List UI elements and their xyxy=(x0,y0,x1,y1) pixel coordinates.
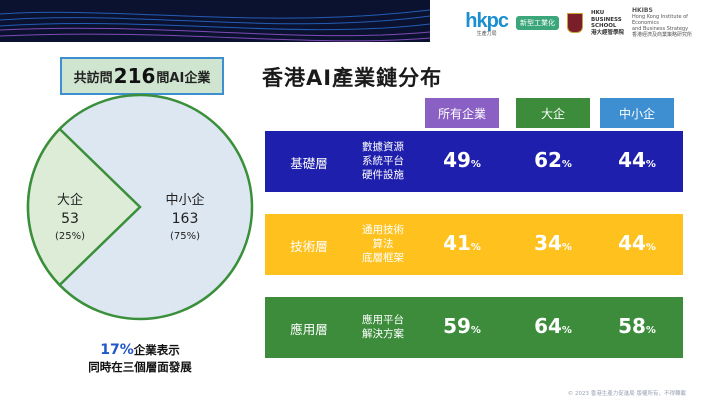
pie-large-value: 53 xyxy=(61,211,79,227)
note-line2: 同時在三個層面發展 xyxy=(88,360,192,374)
row-layer-label: 技術層 xyxy=(290,239,328,254)
pie-large-percent: (25%) xyxy=(54,231,86,242)
value-cell: 44% xyxy=(600,148,674,172)
copyright-footer: © 2023 香港生產力促進局 版權所有，不得轉載 xyxy=(567,391,686,397)
hkpc-logo-text: hkpc xyxy=(465,9,509,32)
pie-label-large: 大企 53 (25%) xyxy=(40,192,100,246)
value-number: 44 xyxy=(618,148,646,172)
banner-lines-graphic xyxy=(0,9,430,42)
header-banner xyxy=(0,0,430,42)
row-description: 應用平台 解決方案 xyxy=(362,314,404,340)
value-cell: 64% xyxy=(516,314,590,338)
value-number: 64 xyxy=(534,314,562,338)
row-layer-label: 基礎層 xyxy=(290,156,328,171)
column-header-large: 大企 xyxy=(516,98,590,128)
pie-label-sme: 中小企 163 (75%) xyxy=(150,192,220,246)
table-row-infrastructure: 基礎層 數據資源 系統平台 硬件設施 49% 62% 44% xyxy=(265,131,683,192)
value-unit: % xyxy=(561,159,572,170)
value-unit: % xyxy=(470,159,481,170)
table-row-application: 應用層 應用平台 解決方案 59% 64% 58% xyxy=(265,297,683,358)
row-description: 通用技術 算法 底層框架 xyxy=(362,224,404,264)
industrialisation-tag: 新型工業化 xyxy=(515,16,559,30)
value-cell: 34% xyxy=(516,231,590,255)
value-unit: % xyxy=(645,325,656,336)
pie-large-name: 大企 xyxy=(56,193,83,208)
value-cell: 58% xyxy=(600,314,674,338)
pie-slice-large xyxy=(26,127,142,287)
hku-business-school-logo: HKU BUSINESS SCHOOL 港大經管學院 xyxy=(590,10,624,36)
total-prefix: 共訪問 xyxy=(73,70,113,86)
row-layer-label: 應用層 xyxy=(290,322,328,337)
row-description: 數據資源 系統平台 硬件設施 xyxy=(362,141,404,181)
chart-title: 香港AI產業鏈分布 xyxy=(262,66,443,90)
value-cell: 49% xyxy=(425,148,499,172)
value-cell: 59% xyxy=(425,314,499,338)
table-row-technology: 技術層 通用技術 算法 底層框架 41% 34% 44% xyxy=(265,214,683,275)
hkibs-logo: HKIBS Hong Kong Institute of Economics a… xyxy=(632,7,693,39)
total-surveyed-box: 共訪問 216 間AI企業 xyxy=(60,57,224,95)
note-highlight: 17% xyxy=(100,342,134,358)
hku-crest-icon xyxy=(566,13,583,33)
hkpc-logo-subtext: 生產力局 xyxy=(476,30,497,37)
value-unit: % xyxy=(470,325,481,336)
value-cell: 41% xyxy=(425,231,499,255)
value-number: 34 xyxy=(534,231,562,255)
total-suffix: 間AI企業 xyxy=(156,70,211,86)
value-number: 59 xyxy=(443,314,471,338)
pie-sme-value: 163 xyxy=(171,211,199,227)
value-unit: % xyxy=(645,159,656,170)
note-line1: 企業表示 xyxy=(133,343,180,357)
pie-sme-percent: (75%) xyxy=(169,231,201,242)
logo-bar: hkpc 生產力局 新型工業化 HKU BUSINESS SCHOOL 港大經管… xyxy=(465,7,702,39)
value-unit: % xyxy=(470,242,481,253)
value-number: 41 xyxy=(443,231,471,255)
value-number: 62 xyxy=(534,148,562,172)
column-header-all: 所有企業 xyxy=(425,98,499,128)
value-unit: % xyxy=(561,325,572,336)
pie-sme-name: 中小企 xyxy=(165,193,205,208)
multi-layer-note: 17%企業表示 同時在三個層面發展 xyxy=(40,342,240,376)
value-number: 44 xyxy=(618,231,646,255)
value-cell: 62% xyxy=(516,148,590,172)
total-count: 216 xyxy=(113,64,156,88)
company-size-pie-chart xyxy=(26,93,254,321)
value-unit: % xyxy=(561,242,572,253)
value-unit: % xyxy=(645,242,656,253)
value-number: 49 xyxy=(443,148,471,172)
value-cell: 44% xyxy=(600,231,674,255)
column-header-sme: 中小企 xyxy=(600,98,674,128)
value-number: 58 xyxy=(618,314,646,338)
hkpc-logo: hkpc 生產力局 xyxy=(465,9,509,37)
